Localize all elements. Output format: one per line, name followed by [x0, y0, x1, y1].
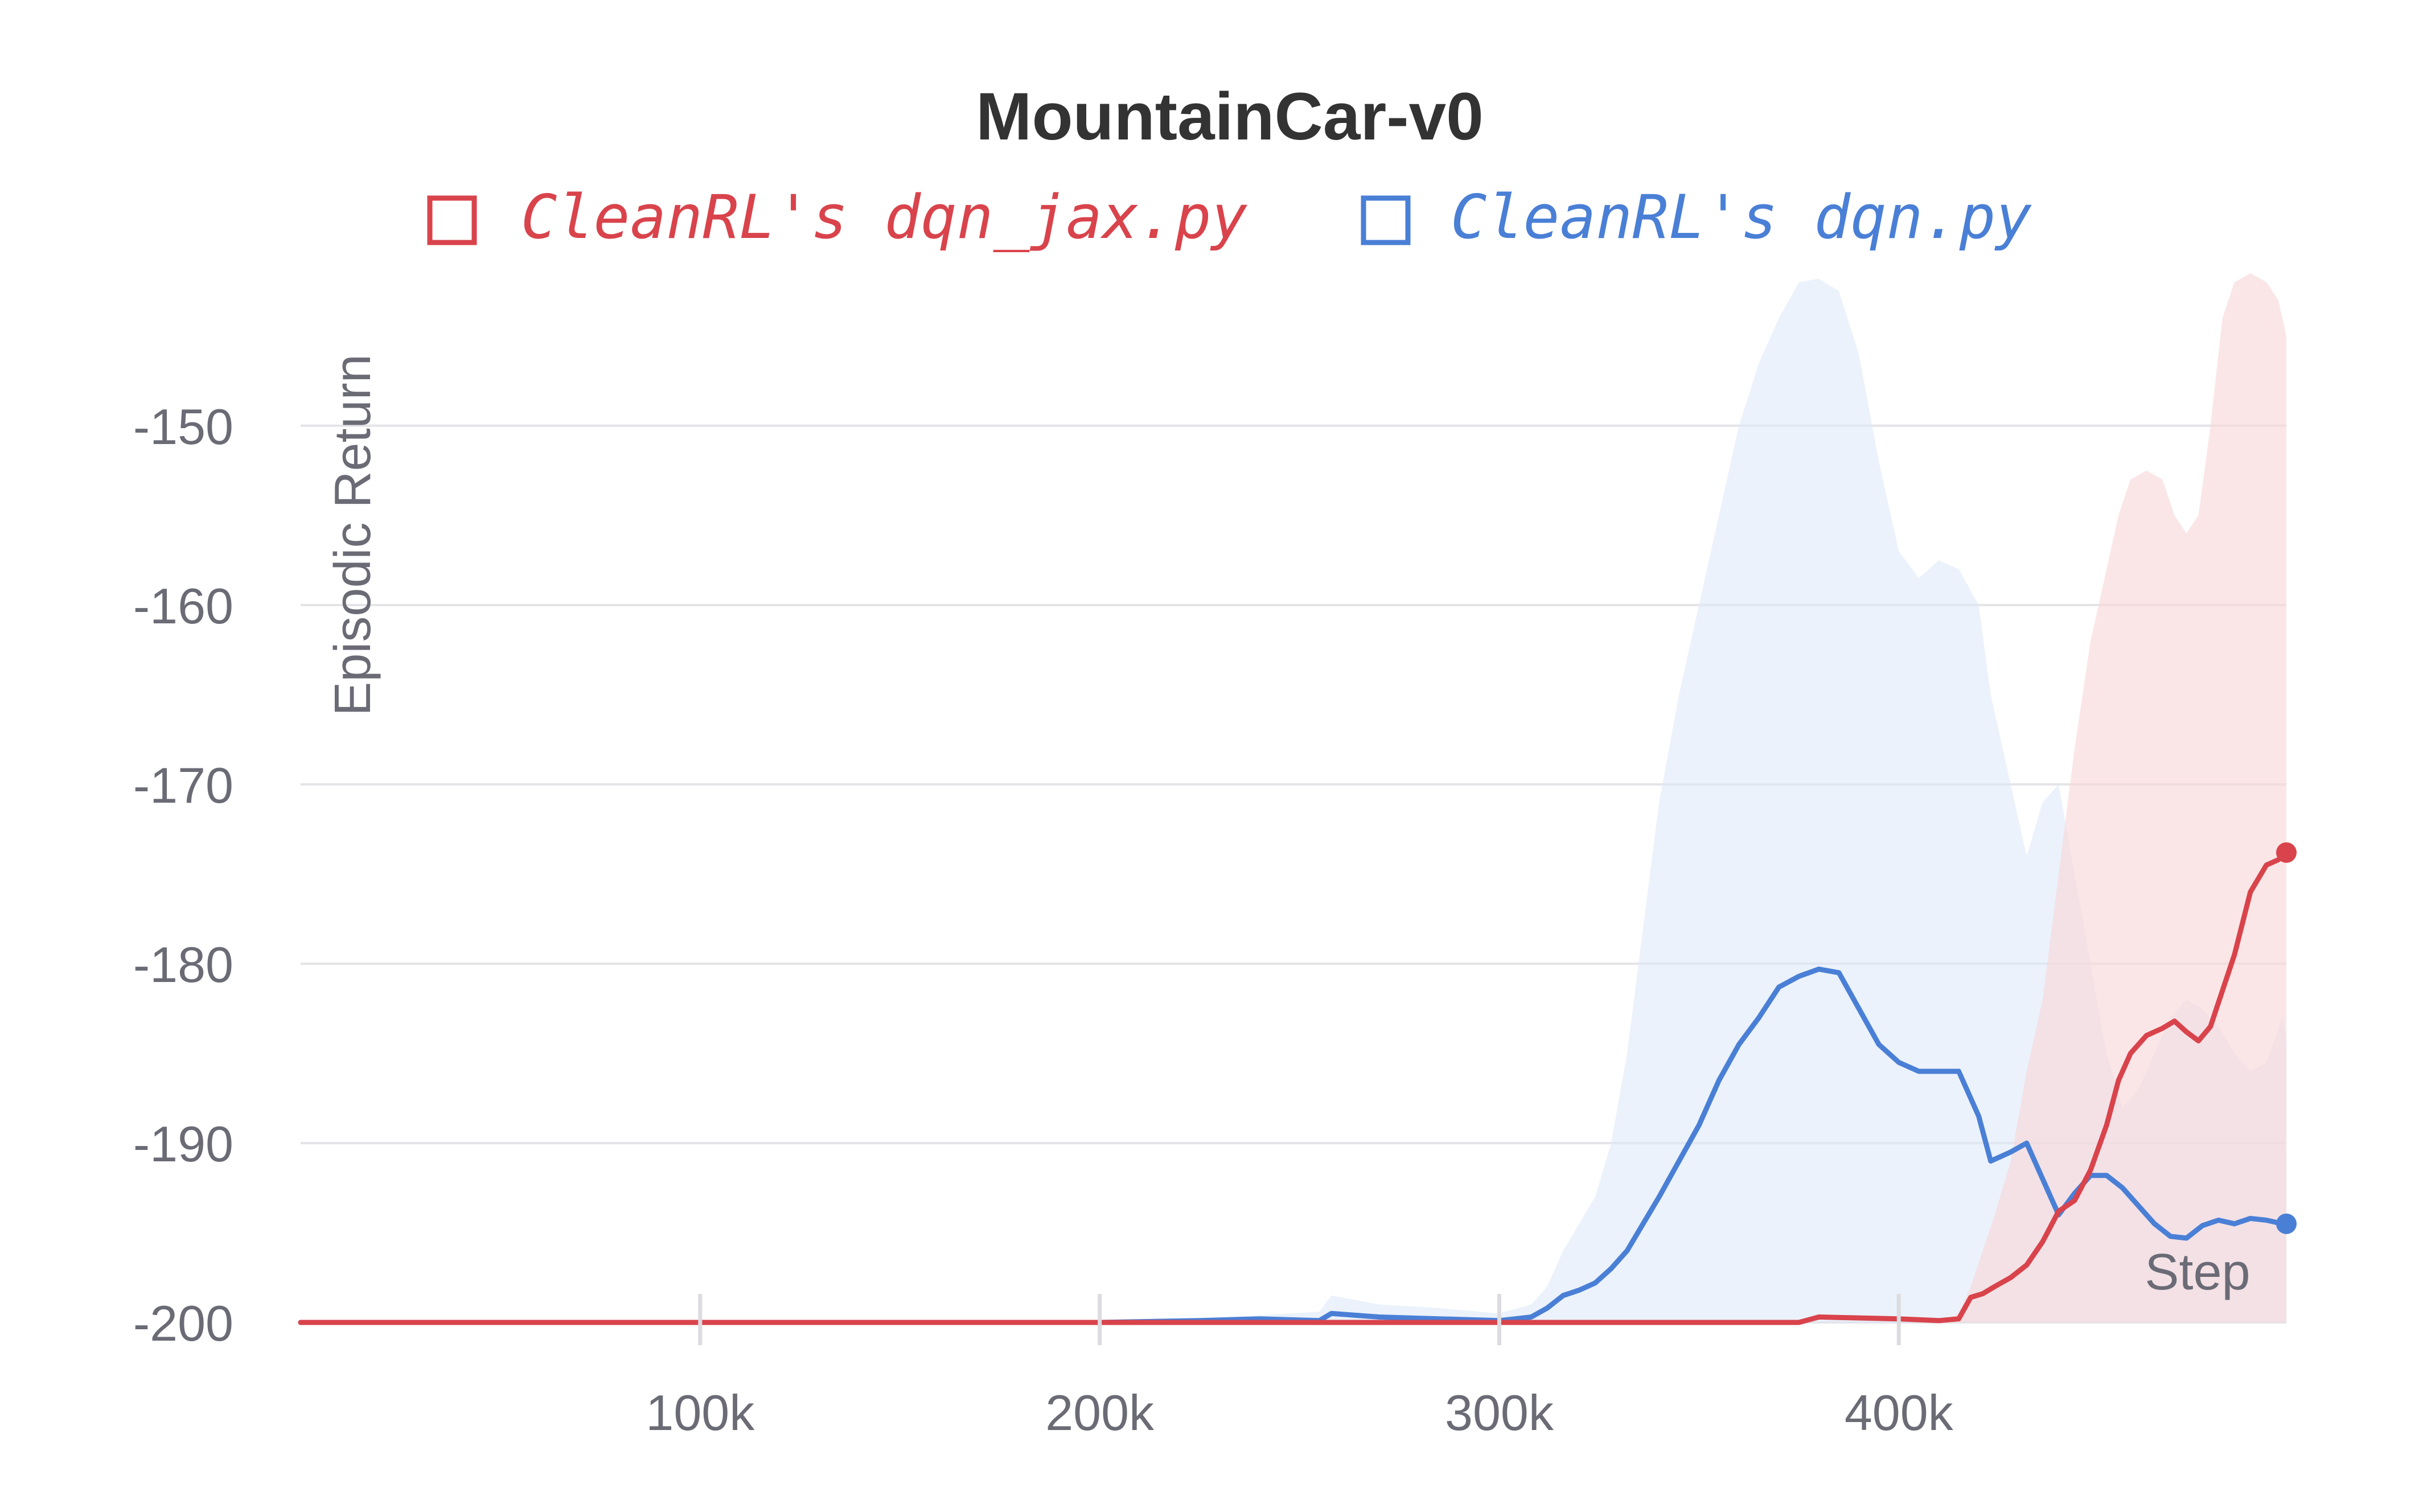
- legend-label: CleanRL's dqn_jax.py: [521, 182, 1248, 252]
- y-tick-label: -200: [133, 1295, 233, 1351]
- legend-swatch: [1361, 195, 1411, 245]
- x-tick-label: 100k: [646, 1384, 755, 1441]
- series-end-point-0: [2276, 842, 2297, 863]
- x-tick-label: 300k: [1445, 1384, 1554, 1441]
- y-tick-label: -170: [133, 757, 233, 813]
- y-axis-label: Episodic Return: [325, 354, 381, 716]
- series-end-point-1: [2276, 1213, 2297, 1234]
- legend-swatch: [427, 195, 477, 245]
- x-axis: 100k 200k 300k 400k: [646, 1294, 1954, 1441]
- chart-title: MountainCar-v0: [976, 79, 1484, 154]
- legend-label: CleanRL's dqn.py: [1451, 182, 2032, 252]
- x-tick-label: 400k: [1845, 1384, 1954, 1441]
- series-band-1: [301, 278, 2286, 1322]
- legend[interactable]: CleanRL's dqn_jax.py CleanRL's dqn.py: [427, 182, 2032, 252]
- confidence-bands: [301, 273, 2286, 1322]
- y-tick-label: -180: [133, 936, 233, 993]
- y-tick-label: -190: [133, 1116, 233, 1172]
- series-band-0: [301, 273, 2286, 1322]
- x-tick-label: 200k: [1045, 1384, 1155, 1441]
- x-axis-label: Step: [2145, 1244, 2250, 1301]
- y-axis: -150 -160 -170 -180 -190 -200: [133, 398, 233, 1351]
- legend-item-1[interactable]: CleanRL's dqn.py: [1361, 182, 2032, 252]
- y-tick-label: -160: [133, 578, 233, 634]
- series-line-0: [298, 850, 2289, 1325]
- y-tick-label: -150: [133, 398, 233, 455]
- legend-item-0[interactable]: CleanRL's dqn_jax.py: [427, 182, 1248, 252]
